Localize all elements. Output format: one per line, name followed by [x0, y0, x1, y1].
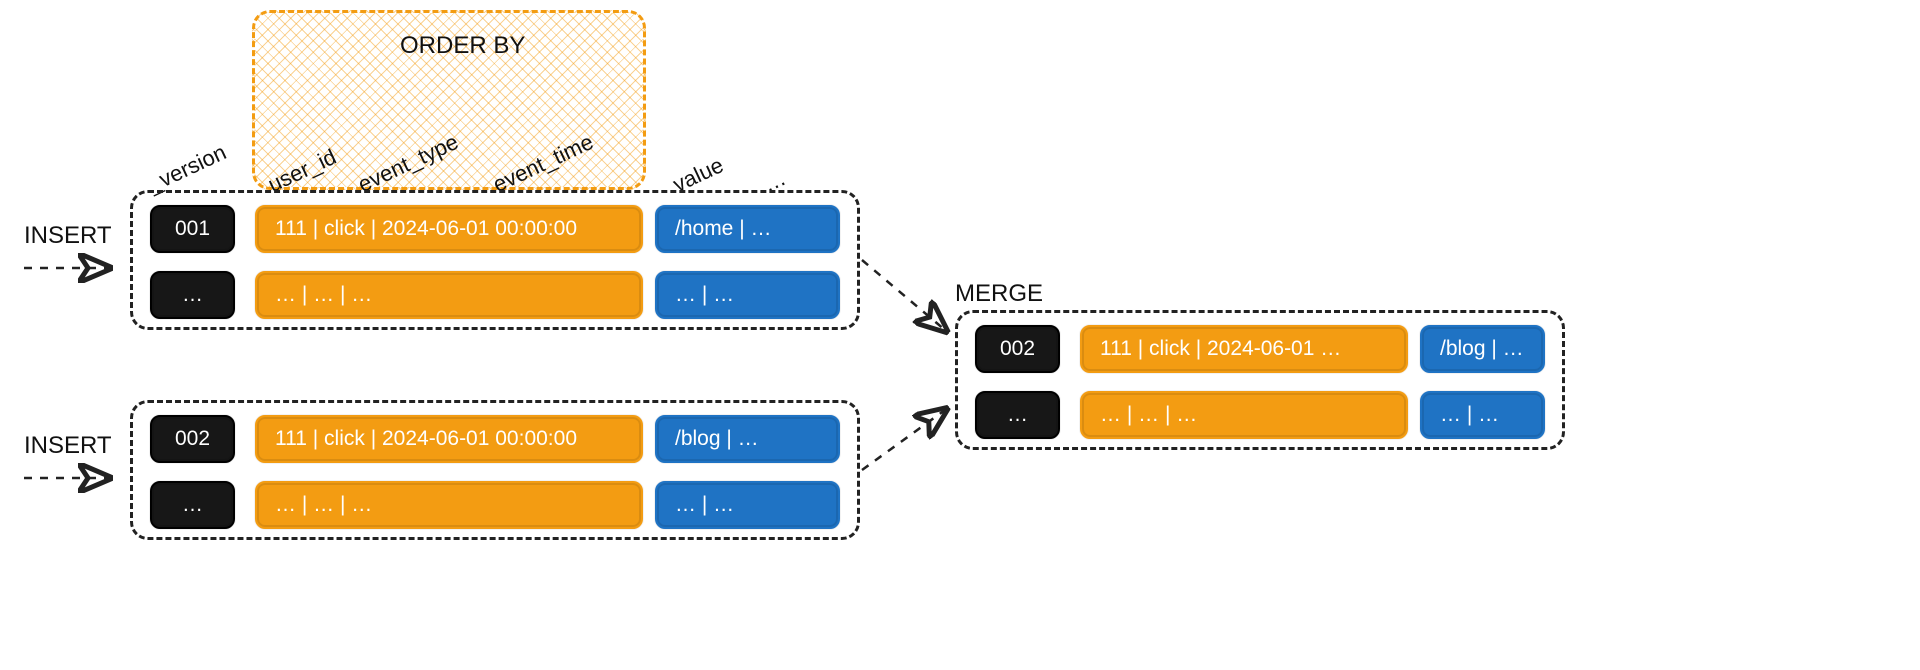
diagram-stage: ORDER BY _version user_id event_type eve…	[0, 0, 1920, 670]
insert2-row1-value: /blog | …	[655, 415, 840, 463]
merge-row2-version: …	[975, 391, 1060, 439]
insert2-row2-value: … | …	[655, 481, 840, 529]
insert2-row2-version: …	[150, 481, 235, 529]
insert2-row2-orderkey: … | … | …	[255, 481, 643, 529]
insert1-row1-value: /home | …	[655, 205, 840, 253]
insert2-row1-version: 002	[150, 415, 235, 463]
merge-row1-orderkey: 111 | click | 2024-06-01 …	[1080, 325, 1408, 373]
merge-row1-version: 002	[975, 325, 1060, 373]
insert1-row2-orderkey: … | … | …	[255, 271, 643, 319]
order-by-label: ORDER BY	[400, 32, 525, 60]
insert1-row1-version: 001	[150, 205, 235, 253]
insert1-label: INSERT	[24, 222, 112, 250]
arrow-merge-bottom	[862, 410, 945, 470]
insert2-row1-orderkey: 111 | click | 2024-06-01 00:00:00	[255, 415, 643, 463]
merge-row2-value: … | …	[1420, 391, 1545, 439]
insert2-label: INSERT	[24, 432, 112, 460]
merge-label: MERGE	[955, 280, 1043, 308]
merge-row2-orderkey: … | … | …	[1080, 391, 1408, 439]
insert1-row2-version: …	[150, 271, 235, 319]
arrow-merge-top	[862, 260, 945, 330]
insert1-row2-value: … | …	[655, 271, 840, 319]
merge-row1-value: /blog | …	[1420, 325, 1545, 373]
insert1-row1-orderkey: 111 | click | 2024-06-01 00:00:00	[255, 205, 643, 253]
